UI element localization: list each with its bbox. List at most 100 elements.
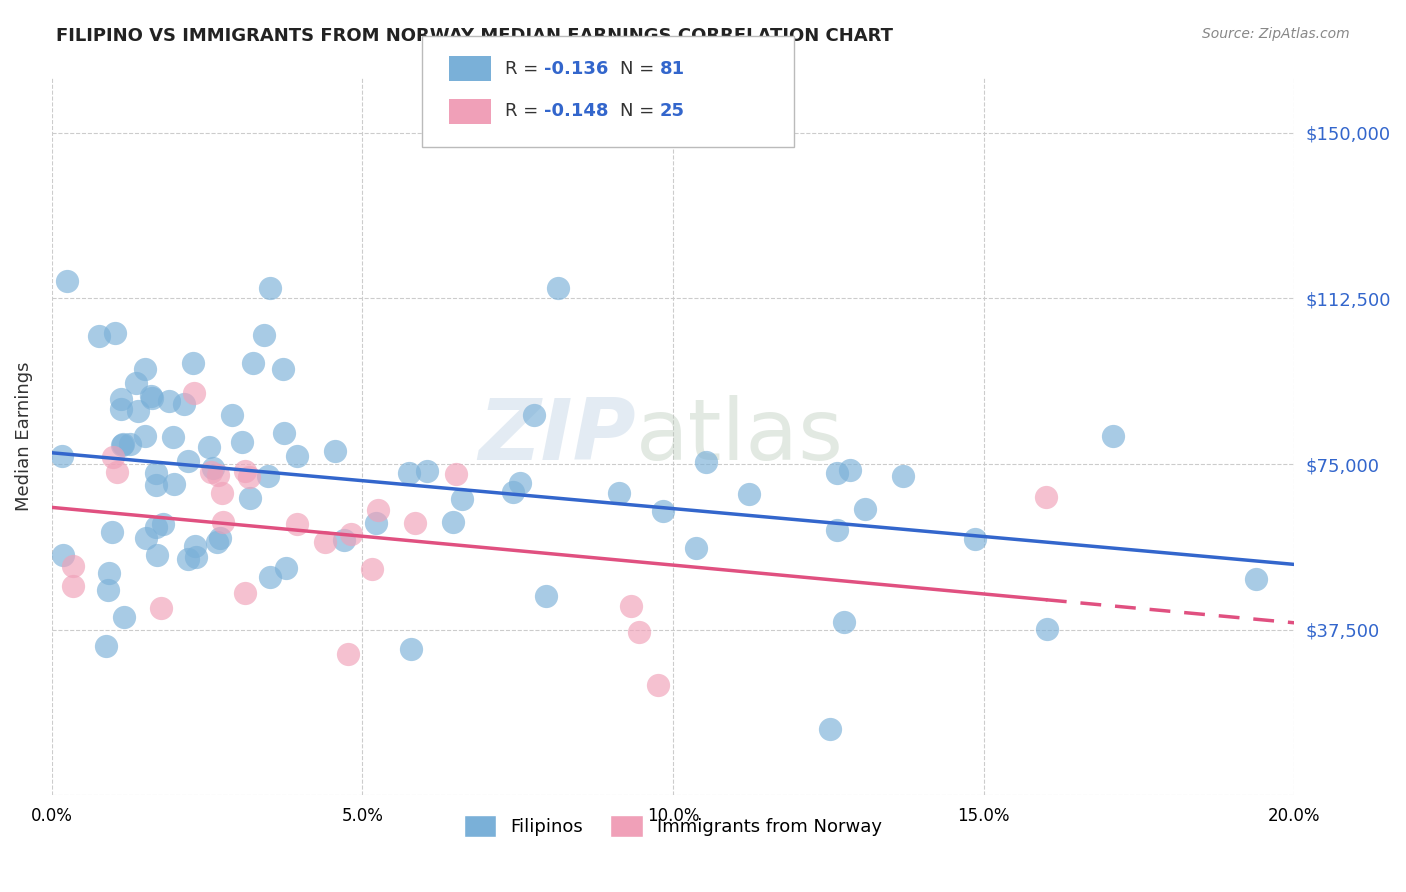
- Point: [825, 524, 848, 538]
- Point: [257, 469, 280, 483]
- Text: atlas: atlas: [636, 395, 844, 478]
- Point: [242, 356, 264, 370]
- Point: [259, 281, 281, 295]
- Point: [273, 425, 295, 440]
- Point: [150, 601, 173, 615]
- Point: [110, 402, 132, 417]
- Point: [332, 533, 354, 548]
- Point: [965, 532, 987, 546]
- Point: [534, 589, 557, 603]
- Text: 81: 81: [659, 60, 685, 78]
- Point: [233, 586, 256, 600]
- Point: [221, 408, 243, 422]
- Point: [134, 429, 156, 443]
- Point: [162, 477, 184, 491]
- Point: [853, 501, 876, 516]
- Point: [336, 647, 359, 661]
- Point: [818, 722, 841, 736]
- Point: [398, 466, 420, 480]
- Point: [285, 516, 308, 531]
- Point: [145, 466, 167, 480]
- Point: [399, 642, 422, 657]
- Point: [141, 391, 163, 405]
- Point: [361, 561, 384, 575]
- Text: FILIPINO VS IMMIGRANTS FROM NORWAY MEDIAN EARNINGS CORRELATION CHART: FILIPINO VS IMMIGRANTS FROM NORWAY MEDIA…: [56, 27, 893, 45]
- Point: [314, 535, 336, 549]
- Point: [184, 549, 207, 564]
- Point: [120, 437, 142, 451]
- Point: [146, 548, 169, 562]
- Text: R =: R =: [505, 60, 544, 78]
- Point: [104, 326, 127, 340]
- Point: [441, 516, 464, 530]
- Point: [238, 491, 260, 506]
- Text: ZIP: ZIP: [478, 395, 636, 478]
- Point: [444, 467, 467, 481]
- Point: [139, 389, 162, 403]
- Point: [647, 678, 669, 692]
- Text: 25: 25: [659, 103, 685, 120]
- Point: [145, 477, 167, 491]
- Point: [738, 487, 761, 501]
- Point: [238, 469, 260, 483]
- Point: [259, 570, 281, 584]
- Point: [200, 465, 222, 479]
- Point: [135, 531, 157, 545]
- Point: [207, 467, 229, 482]
- Point: [52, 548, 75, 562]
- Point: [62, 558, 84, 573]
- Point: [1035, 490, 1057, 504]
- Point: [97, 566, 120, 581]
- Point: [202, 461, 225, 475]
- Point: [825, 466, 848, 480]
- Point: [891, 469, 914, 483]
- Point: [547, 281, 569, 295]
- Point: [233, 464, 256, 478]
- Point: [231, 434, 253, 449]
- Point: [628, 625, 651, 640]
- Point: [181, 356, 204, 370]
- Text: -0.136: -0.136: [544, 60, 609, 78]
- Text: N =: N =: [620, 103, 659, 120]
- Point: [105, 465, 128, 479]
- Point: [253, 327, 276, 342]
- Point: [112, 610, 135, 624]
- Point: [211, 485, 233, 500]
- Text: -0.148: -0.148: [544, 103, 609, 120]
- Point: [607, 485, 630, 500]
- Point: [173, 396, 195, 410]
- Point: [620, 599, 643, 614]
- Point: [111, 437, 134, 451]
- Text: R =: R =: [505, 103, 544, 120]
- Point: [101, 450, 124, 465]
- Point: [183, 386, 205, 401]
- Point: [62, 579, 84, 593]
- Point: [416, 464, 439, 478]
- Point: [176, 552, 198, 566]
- Point: [111, 438, 134, 452]
- Point: [89, 328, 111, 343]
- Point: [157, 394, 180, 409]
- Point: [177, 454, 200, 468]
- Point: [271, 362, 294, 376]
- Point: [685, 541, 707, 555]
- Point: [339, 526, 361, 541]
- Point: [364, 516, 387, 531]
- Point: [209, 531, 232, 545]
- Point: [325, 443, 347, 458]
- Text: N =: N =: [620, 60, 659, 78]
- Legend: Filipinos, Immigrants from Norway: Filipinos, Immigrants from Norway: [457, 807, 890, 844]
- Point: [509, 475, 531, 490]
- Point: [152, 517, 174, 532]
- Point: [502, 484, 524, 499]
- Point: [839, 463, 862, 477]
- Point: [125, 376, 148, 390]
- Point: [134, 362, 156, 376]
- Point: [198, 440, 221, 454]
- Point: [145, 520, 167, 534]
- Point: [110, 392, 132, 406]
- Point: [1101, 429, 1123, 443]
- Point: [97, 583, 120, 598]
- Point: [276, 561, 298, 575]
- Point: [207, 534, 229, 549]
